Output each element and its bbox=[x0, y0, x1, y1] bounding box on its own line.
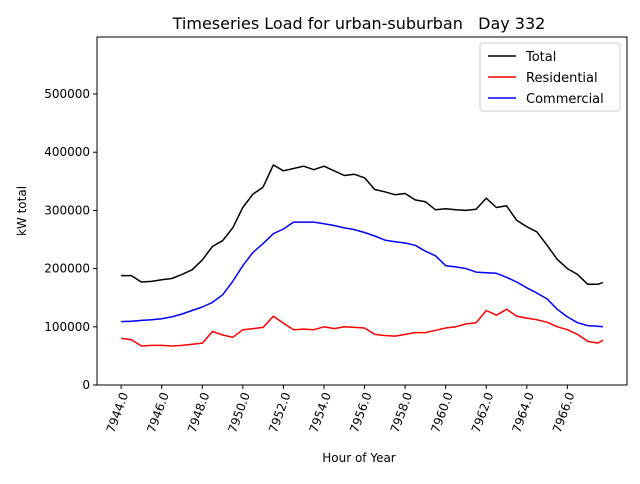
axes-frame bbox=[96, 36, 628, 386]
y-tick-label: 300000 bbox=[44, 203, 90, 217]
y-axis-label: kW total bbox=[15, 186, 29, 236]
y-tick-label: 100000 bbox=[44, 320, 90, 334]
series-line-total bbox=[121, 164, 604, 286]
legend-label-commercial: Commercial bbox=[526, 92, 604, 107]
legend-label-total: Total bbox=[525, 50, 556, 65]
y-tick-label: 0 bbox=[82, 378, 90, 392]
chart-title: Timeseries Load for urban-suburban Day 3… bbox=[172, 14, 546, 33]
legend-box bbox=[479, 42, 621, 112]
legend: Total Residential Commercial bbox=[479, 42, 621, 112]
y-tick-label: 200000 bbox=[44, 262, 90, 276]
y-tick-label: 500000 bbox=[44, 87, 90, 101]
y-tick-label: 400000 bbox=[44, 145, 90, 159]
series-line-residential bbox=[121, 308, 604, 347]
series-line-commercial bbox=[121, 221, 603, 328]
x-axis-label: Hour of Year bbox=[322, 451, 396, 465]
plot-lines bbox=[121, 164, 604, 347]
legend-label-residential: Residential bbox=[526, 71, 598, 86]
y-axis: 0 100000 200000 300000 400000 500000 bbox=[44, 87, 97, 392]
